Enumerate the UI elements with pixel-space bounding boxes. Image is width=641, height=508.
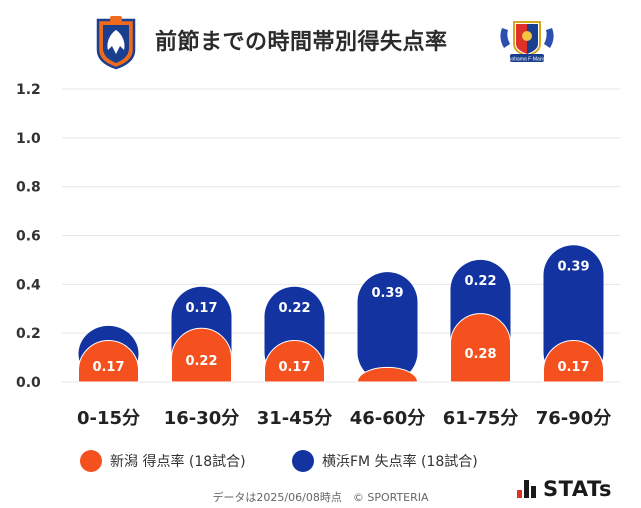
legend-item-niigata: 新潟 得点率 (18試合)	[80, 450, 246, 472]
bar-niigata	[356, 366, 419, 383]
chart-title: 前節までの時間帯別得失点率	[155, 30, 448, 55]
stats-logo-icon	[517, 480, 536, 498]
data-label-yokohama: 0.22	[278, 301, 310, 316]
legend-item-yokohama: 横浜FM 失点率 (18試合)	[292, 450, 478, 472]
data-label-yokohama: 0.22	[464, 274, 496, 289]
data-label-niigata: 0.17	[278, 360, 310, 375]
legend-label-yokohama: 横浜FM 失点率 (18試合)	[322, 454, 478, 470]
data-label-niigata: 0.17	[557, 360, 589, 375]
y-tick-label: 0.0	[16, 375, 41, 391]
y-tick-label: 1.0	[16, 131, 41, 147]
data-label-niigata: 0.22	[185, 354, 217, 369]
x-category-label: 16-30分	[164, 408, 240, 429]
stats-brand: STATs	[517, 477, 612, 501]
legend-swatch-niigata	[80, 450, 102, 472]
y-tick-label: 0.4	[16, 277, 41, 293]
data-label-yokohama: 0.39	[557, 259, 589, 274]
bar-niigata	[264, 340, 325, 383]
x-category-label: 0-15分	[77, 408, 140, 429]
albirex-niigata-crest-icon	[96, 16, 136, 70]
x-category-label: 76-90分	[536, 408, 612, 429]
footer-note: データは2025/06/08時点 © SPORTERIA	[212, 491, 429, 504]
data-label-yokohama: 0.17	[185, 301, 217, 316]
x-category-label: 61-75分	[443, 408, 519, 429]
stacked-bar-chart: 1.2 1.0 0.8 0.6 0.4 0.2 0.0 0.17 0-15分 0.22 0.17 16…	[16, 82, 620, 429]
y-tick-label: 1.2	[16, 82, 41, 98]
bar-niigata	[171, 327, 232, 383]
stats-brand-text: STATs	[543, 477, 612, 501]
x-category-label: 46-60分	[350, 408, 426, 429]
data-label-niigata: 0.28	[464, 347, 496, 362]
legend-label-niigata: 新潟 得点率 (18試合)	[110, 454, 246, 470]
bar-niigata	[78, 340, 139, 383]
data-label-niigata: 0.17	[92, 360, 124, 375]
y-tick-label: 0.8	[16, 180, 41, 196]
x-category-label: 31-45分	[257, 408, 333, 429]
legend-swatch-yokohama	[292, 450, 314, 472]
yokohama-f-marinos-crest-icon: Yokohama F·Marinos	[500, 21, 554, 63]
yokohama-crest-text: Yokohama F·Marinos	[503, 57, 551, 63]
bar-niigata	[543, 340, 604, 383]
bar-yokohama	[357, 272, 418, 382]
bar-niigata	[450, 313, 511, 383]
data-label-yokohama: 0.39	[371, 286, 403, 301]
y-tick-label: 0.2	[16, 326, 41, 342]
y-tick-label: 0.6	[16, 229, 41, 245]
